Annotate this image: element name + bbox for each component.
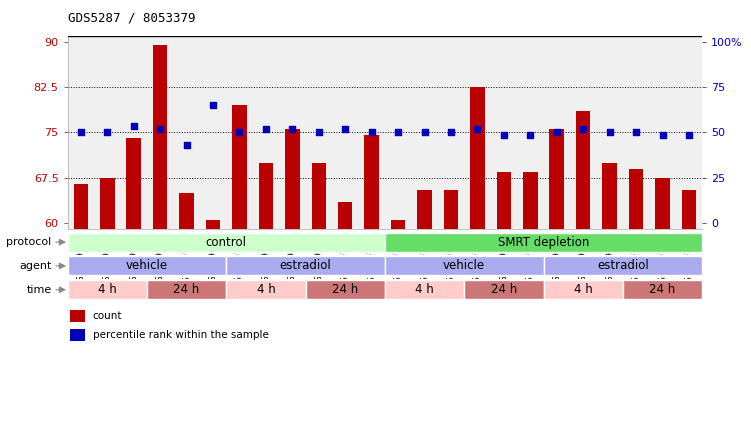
- Bar: [68, 233, 385, 252]
- Point: [207, 102, 219, 109]
- Text: 4 h: 4 h: [257, 283, 276, 296]
- Bar: [623, 280, 702, 299]
- Bar: [496, 172, 511, 229]
- Bar: [179, 193, 194, 229]
- Point: [604, 129, 616, 136]
- Bar: [206, 220, 220, 229]
- Bar: [226, 280, 306, 299]
- Bar: [364, 135, 379, 229]
- Bar: [391, 220, 406, 229]
- Bar: [232, 105, 247, 229]
- Bar: [682, 190, 696, 229]
- Text: SMRT depletion: SMRT depletion: [498, 236, 590, 249]
- Point: [524, 132, 536, 139]
- Bar: [226, 256, 385, 275]
- Bar: [71, 310, 85, 321]
- Point: [75, 129, 87, 136]
- Point: [445, 129, 457, 136]
- Bar: [385, 280, 464, 299]
- Text: 4 h: 4 h: [98, 283, 116, 296]
- Bar: [385, 256, 544, 275]
- Point: [418, 129, 430, 136]
- Bar: [523, 172, 538, 229]
- Point: [128, 123, 140, 130]
- Point: [339, 126, 351, 133]
- Text: agent: agent: [20, 261, 52, 271]
- Point: [630, 129, 642, 136]
- Bar: [385, 233, 702, 252]
- Bar: [656, 178, 670, 229]
- Bar: [100, 178, 114, 229]
- Bar: [544, 280, 623, 299]
- Bar: [312, 162, 326, 229]
- Point: [180, 141, 192, 148]
- Bar: [338, 202, 352, 229]
- Point: [472, 126, 484, 133]
- Text: estradiol: estradiol: [597, 259, 649, 272]
- Point: [101, 129, 113, 136]
- Bar: [68, 280, 147, 299]
- Text: time: time: [26, 285, 52, 295]
- Text: protocol: protocol: [7, 237, 52, 247]
- Point: [550, 129, 562, 136]
- Point: [366, 129, 378, 136]
- Bar: [444, 190, 458, 229]
- Text: 24 h: 24 h: [650, 283, 676, 296]
- Text: 24 h: 24 h: [173, 283, 200, 296]
- Text: count: count: [92, 311, 122, 321]
- Bar: [629, 169, 644, 229]
- Text: percentile rank within the sample: percentile rank within the sample: [92, 330, 269, 340]
- Bar: [306, 280, 385, 299]
- Point: [578, 126, 590, 133]
- Text: 4 h: 4 h: [415, 283, 434, 296]
- Bar: [68, 256, 226, 275]
- Text: 4 h: 4 h: [574, 283, 593, 296]
- Point: [234, 129, 246, 136]
- Point: [154, 126, 166, 133]
- Point: [260, 126, 272, 133]
- Text: GDS5287 / 8053379: GDS5287 / 8053379: [68, 11, 195, 25]
- Text: estradiol: estradiol: [279, 259, 331, 272]
- Point: [683, 132, 695, 139]
- Point: [286, 126, 298, 133]
- Bar: [147, 280, 226, 299]
- Text: vehicle: vehicle: [126, 259, 168, 272]
- Bar: [71, 329, 85, 341]
- Text: control: control: [206, 236, 247, 249]
- Bar: [602, 162, 617, 229]
- Bar: [153, 45, 167, 229]
- Bar: [74, 184, 88, 229]
- Point: [392, 129, 404, 136]
- Bar: [464, 280, 544, 299]
- Text: 24 h: 24 h: [490, 283, 517, 296]
- Bar: [550, 129, 564, 229]
- Bar: [258, 162, 273, 229]
- Point: [312, 129, 324, 136]
- Text: 24 h: 24 h: [332, 283, 358, 296]
- Bar: [418, 190, 432, 229]
- Bar: [544, 256, 702, 275]
- Bar: [126, 138, 141, 229]
- Text: vehicle: vehicle: [443, 259, 485, 272]
- Point: [498, 132, 510, 139]
- Bar: [470, 87, 484, 229]
- Bar: [576, 111, 590, 229]
- Point: [656, 132, 668, 139]
- Bar: [285, 129, 300, 229]
